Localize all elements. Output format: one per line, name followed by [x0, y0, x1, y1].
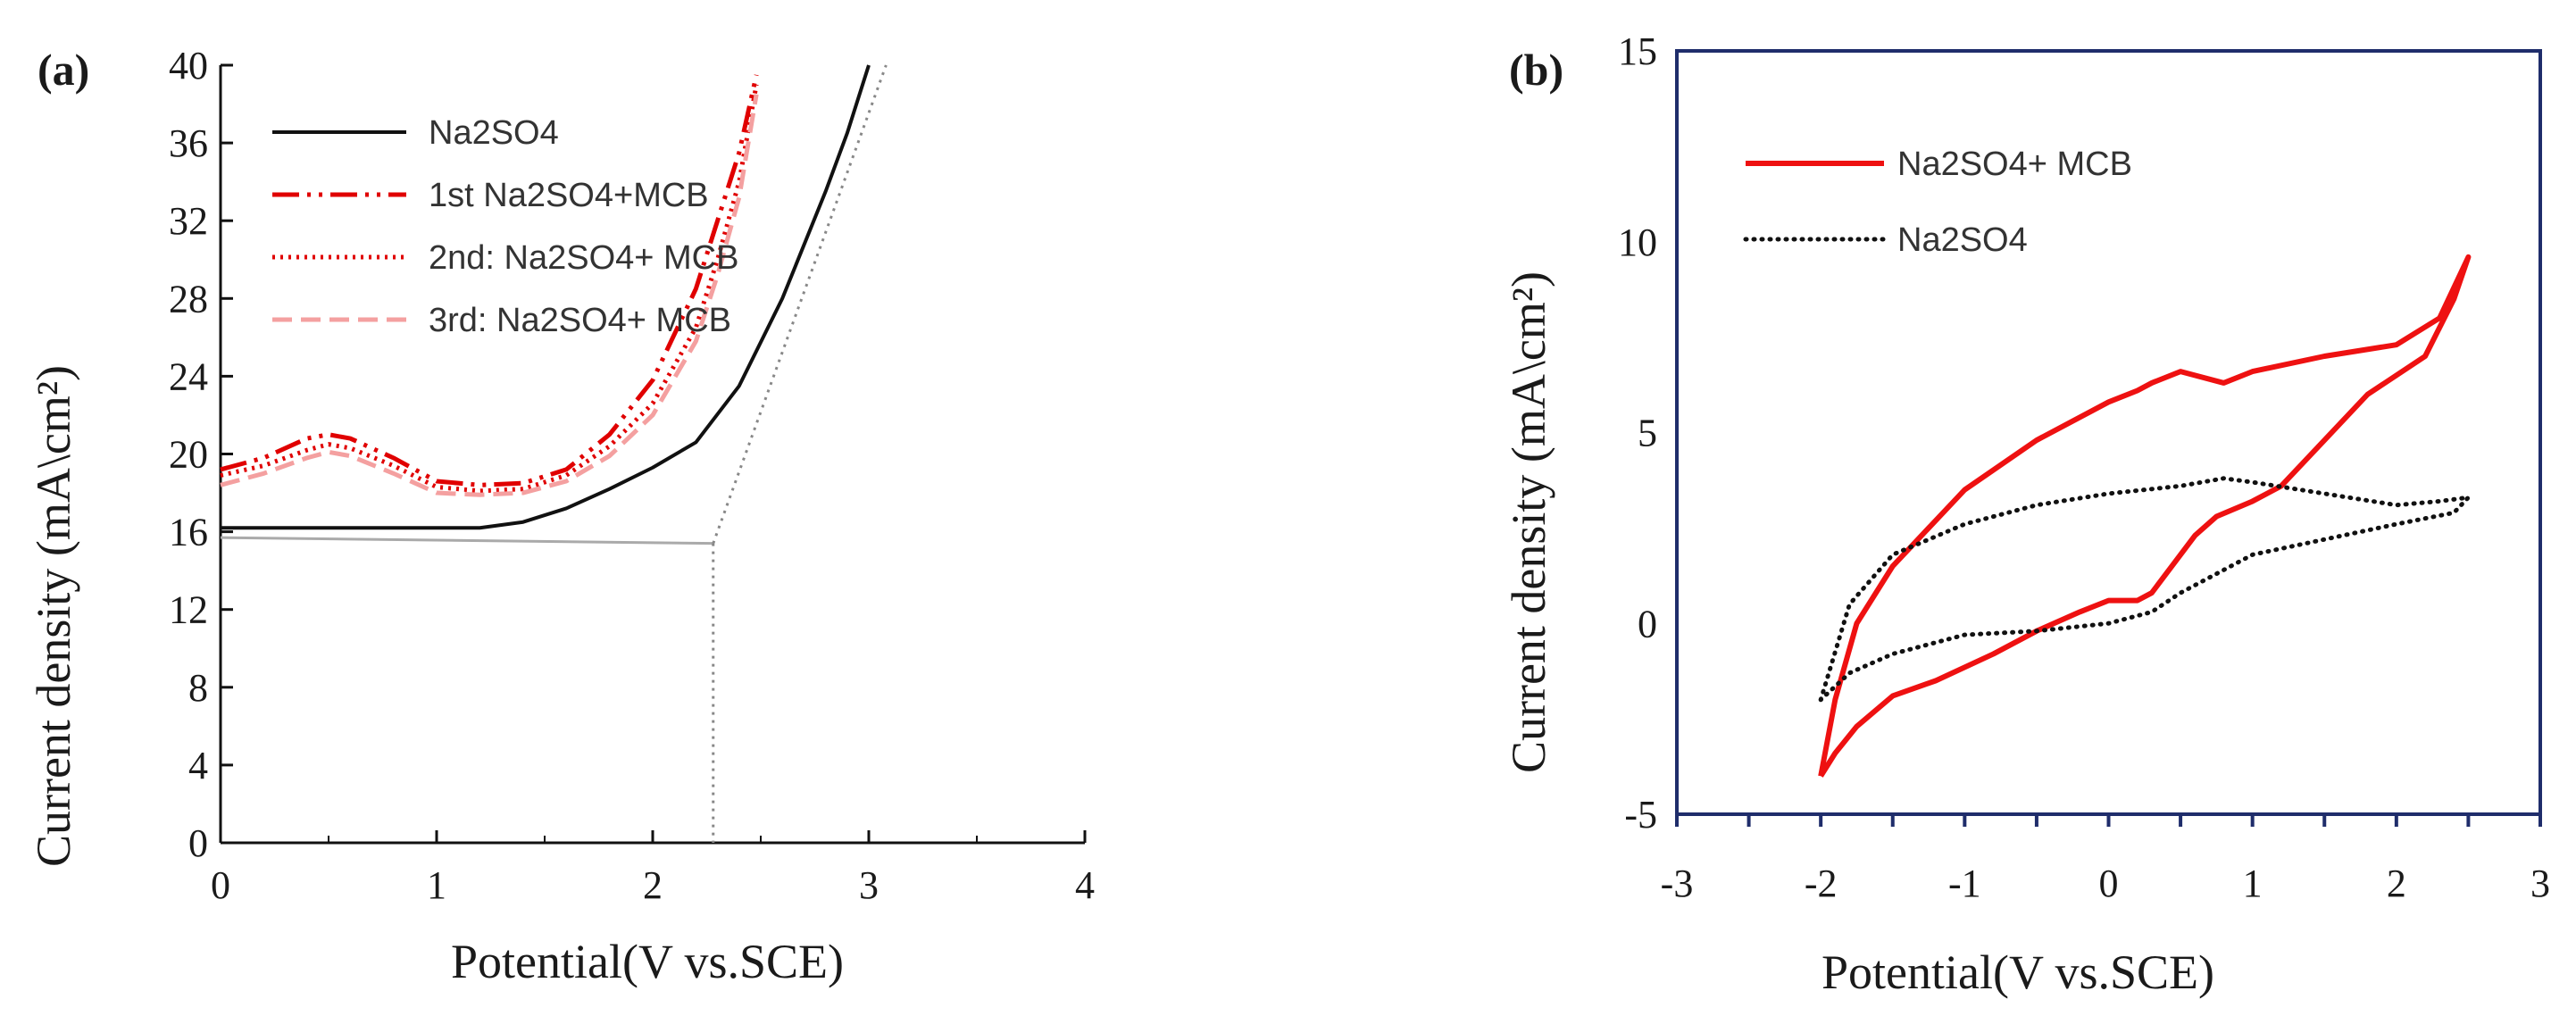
panel-a-legend-label: 2nd: Na2SO4+ MCB: [429, 239, 738, 277]
panel-a-x-tick-label: 4: [1075, 863, 1095, 907]
panel-b-chart: (b) -3 -2 -1 0 1 2 3 -5 0 5 10 15 Potential(V vs.S…: [1502, 29, 2550, 999]
panel-b-x-tick-label: -1: [1948, 862, 1981, 905]
panel-a-y-tick-label: 16: [169, 511, 208, 554]
panel-b-label: (b): [1509, 45, 1563, 95]
panel-a-y-tick-label: 24: [169, 354, 208, 398]
panel-b-series-line: [1818, 476, 2471, 703]
panel-a-x-tick-label: 1: [427, 863, 446, 907]
panel-b-x-tick-label: -2: [1805, 862, 1838, 905]
panel-a-series-line: [220, 74, 759, 487]
panel-b-y-tick-label: 10: [1618, 221, 1657, 264]
panel-b-y-tick-label: -5: [1624, 793, 1657, 837]
panel-a-y-tick-label: 4: [188, 744, 208, 787]
panel-b-x-ticks: -3 -2 -1 0 1 2 3: [1661, 814, 2550, 905]
panel-b-x-axis-title: Potential(V vs.SCE): [1822, 945, 2214, 999]
panel-a-guide-line: [712, 64, 888, 545]
panel-a-y-tick-label: 28: [169, 277, 208, 321]
panel-a-plot-area: [219, 64, 1085, 845]
panel-b-x-tick-label: 0: [2099, 862, 2119, 905]
panel-a-y-ticks: 0 4 8 12 16 20 24 28 32 36 40: [169, 44, 233, 865]
panel-b-legend: Na2SO4+ MCB Na2SO4: [1743, 146, 2132, 259]
panel-a-y-tick-label: 8: [188, 666, 208, 710]
panel-a-x-ticks: 0 1 2 3 4: [211, 830, 1095, 907]
panel-a-y-tick-label: 32: [169, 199, 208, 243]
panel-a-guide-line: [220, 536, 713, 545]
panel-a-series-line: [220, 94, 759, 497]
panel-a-x-tick-label: 2: [643, 863, 663, 907]
panel-a-y-tick-label: 0: [188, 821, 208, 865]
panel-b-legend-label: Na2SO4: [1897, 221, 2028, 259]
panel-b-y-ticks: -5 0 5 10 15: [1618, 29, 1657, 837]
panel-a-x-tick-label: 0: [211, 863, 230, 907]
panel-b-x-tick-label: -3: [1661, 862, 1694, 905]
panel-a-y-tick-label: 36: [169, 121, 208, 165]
panel-b-y-tick-label: 0: [1638, 602, 1657, 645]
panel-a-legend: Na2SO4 1st Na2SO4+MCB 2nd: Na2SO4+ MCB 3rd:…: [272, 114, 738, 339]
panel-b-y-tick-label: 5: [1638, 412, 1657, 455]
panel-a-x-tick-label: 3: [859, 863, 879, 907]
panel-a-y-tick-label: 20: [169, 433, 208, 477]
panel-a-legend-label: Na2SO4: [429, 114, 559, 152]
panel-b-y-tick-label: 15: [1618, 29, 1657, 73]
panel-a-legend-label: 1st Na2SO4+MCB: [429, 177, 709, 214]
panel-b-series-line: [1818, 254, 2472, 778]
panel-b-x-tick-label: 3: [2530, 862, 2550, 905]
panel-b-x-tick-label: 2: [2387, 862, 2406, 905]
panel-a-y-axis-title: Current density (mA\cm²): [27, 365, 80, 867]
panel-b-legend-label: Na2SO4+ MCB: [1897, 146, 2132, 183]
panel-a-series-line: [220, 84, 759, 494]
panel-a-y-tick-label: 12: [169, 588, 208, 632]
panel-a-legend-label: 3rd: Na2SO4+ MCB: [429, 302, 731, 339]
panel-b-x-tick-label: 1: [2243, 862, 2263, 905]
panel-b-y-axis-title: Current density (mA\cm²): [1502, 271, 1555, 773]
panel-a-series-line: [221, 64, 871, 530]
panel-a-y-tick-label: 40: [169, 44, 208, 87]
panel-a-x-axis-title: Potential(V vs.SCE): [451, 935, 844, 988]
panel-a-label: (a): [38, 45, 89, 95]
